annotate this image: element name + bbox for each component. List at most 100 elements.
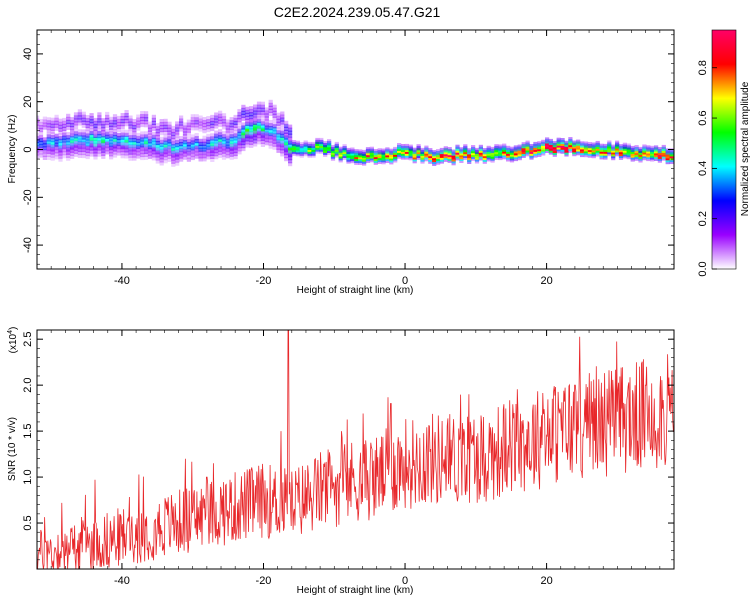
heatmap-cell — [89, 122, 94, 127]
heatmap-cell — [218, 144, 223, 149]
heatmap-cell — [140, 149, 145, 154]
heatmap-cell — [179, 142, 184, 147]
heatmap-cell — [120, 132, 125, 137]
heatmap-cell — [136, 154, 141, 159]
heatmap-cell — [459, 147, 464, 152]
heatmap-cell — [105, 111, 110, 117]
heatmap-cell — [416, 144, 421, 149]
heatmap-cell — [147, 151, 153, 156]
heatmap-cell — [171, 153, 176, 158]
heatmap-cell — [556, 137, 561, 142]
heatmap-cell — [144, 111, 149, 116]
heatmap-cell — [295, 140, 300, 145]
heatmap-cell — [116, 135, 121, 141]
heatmap-cell — [245, 134, 250, 139]
heatmap-cell — [214, 112, 219, 117]
heatmap-cell — [241, 135, 246, 140]
heatmap-cell — [190, 123, 195, 128]
heatmap-cell — [509, 146, 515, 151]
heatmap-cell — [229, 123, 234, 128]
heatmap-cell — [147, 136, 153, 141]
heatmap-cell — [276, 127, 281, 132]
heatmap-cell — [420, 149, 425, 154]
heatmap-cell — [38, 137, 44, 143]
snr-xlabel: Height of straight line (km) — [297, 585, 414, 596]
heatmap-cell — [62, 120, 67, 125]
heatmap-cell — [101, 136, 106, 141]
heatmap-cell — [85, 154, 90, 160]
heatmap-cell — [229, 146, 234, 151]
heatmap-cell — [116, 148, 121, 153]
heatmap-cell — [288, 146, 293, 151]
heatmap-cell — [424, 147, 429, 152]
heatmap-cell — [101, 145, 106, 150]
heatmap-cell — [105, 141, 110, 146]
heatmap-cell — [167, 148, 172, 153]
heatmap-cell — [245, 121, 250, 126]
heatmap-cell — [626, 145, 631, 150]
heatmap-cell — [194, 145, 199, 150]
heatmap-cell — [151, 153, 156, 158]
heatmap-cell — [73, 128, 79, 133]
heatmap-cell — [603, 143, 608, 149]
heatmap-cell — [73, 115, 79, 120]
heatmap-cell — [182, 149, 188, 154]
heatmap-cell — [221, 113, 227, 118]
heatmap-cell — [54, 114, 59, 119]
heatmap-cell — [155, 153, 160, 158]
heatmap-cell — [288, 152, 293, 157]
heatmap-cell — [249, 140, 254, 145]
heatmap-cell — [186, 131, 191, 136]
heatmap-cell — [50, 144, 55, 149]
heatmap-cell — [167, 151, 172, 156]
heatmap-cell — [144, 146, 149, 152]
heatmap-cell — [506, 147, 511, 152]
heatmap-cell — [198, 138, 203, 143]
heatmap-cell — [284, 147, 289, 152]
heatmap-cell — [486, 147, 491, 152]
heatmap-cell — [233, 133, 238, 138]
heatmap-cell — [249, 119, 254, 124]
heatmap-cell — [233, 148, 238, 154]
heatmap-cell — [93, 155, 98, 160]
heatmap-cell — [202, 144, 207, 149]
heatmap-cell — [280, 140, 285, 145]
heatmap-cell — [159, 158, 164, 163]
heatmap-cell — [77, 153, 82, 158]
heatmap-cell — [70, 148, 75, 153]
heatmap-cell — [120, 151, 125, 156]
heatmap-cell — [190, 153, 195, 158]
heatmap-cell — [54, 123, 59, 128]
heatmap-cell — [249, 143, 254, 148]
heatmap-cell — [163, 153, 168, 158]
heatmap-cell — [120, 141, 125, 146]
heatmap-cell — [120, 113, 125, 118]
heatmap-cell — [179, 151, 184, 156]
heatmap-cell — [112, 128, 118, 134]
heatmap-cell — [206, 145, 211, 150]
heatmap-cell — [369, 146, 374, 151]
heatmap-cell — [284, 151, 289, 156]
heatmap-cell — [323, 143, 328, 148]
heatmap-cell — [241, 131, 246, 136]
heatmap-cell — [626, 143, 631, 148]
heatmap-cell — [128, 147, 133, 152]
heatmap-cell — [249, 131, 254, 136]
heatmap-cell — [124, 116, 129, 121]
heatmap-cell — [109, 142, 114, 147]
heatmap-cell — [202, 117, 207, 122]
heatmap-cell — [221, 137, 227, 142]
heatmap-cell — [253, 113, 258, 118]
heatmap-cell — [284, 148, 289, 153]
heatmap-cell — [206, 148, 211, 153]
heatmap-cell — [163, 156, 168, 161]
heatmap-cell — [233, 114, 238, 120]
heatmap-cell — [214, 152, 219, 157]
heatmap-cell — [389, 150, 394, 155]
heatmap-cell — [50, 135, 55, 140]
heatmap-cell — [50, 132, 55, 137]
heatmap-cell — [144, 149, 149, 154]
heatmap-cell — [54, 145, 59, 150]
heatmap-cell — [233, 120, 238, 125]
heatmap-cell — [116, 145, 121, 150]
